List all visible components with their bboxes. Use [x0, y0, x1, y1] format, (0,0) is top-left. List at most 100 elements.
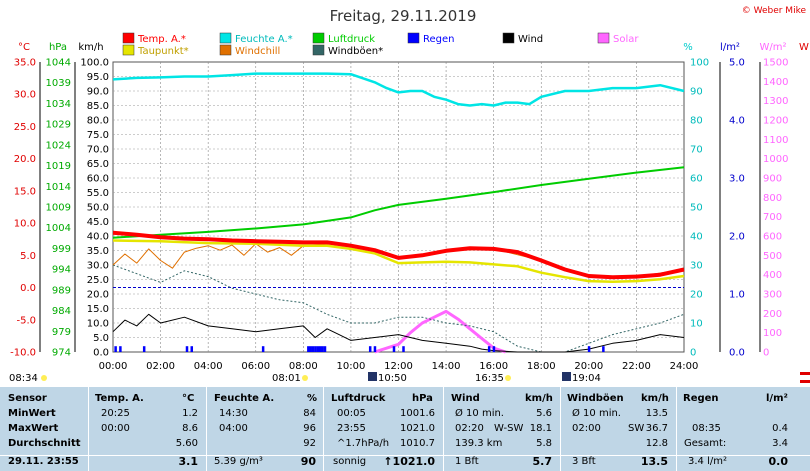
col-sep: [206, 387, 207, 471]
tick-label: 30.0: [87, 261, 109, 272]
hdr-gust: Windböen: [567, 393, 624, 404]
tick-label: 10.0: [87, 319, 109, 330]
tick-label: 999: [52, 244, 71, 255]
current-wind-val: 5.7: [532, 455, 553, 468]
current-gust-bft: 3 Bft: [572, 456, 596, 467]
tick-label: 1034: [46, 99, 71, 110]
weather-chart: Freitag, 29.11.2019 © Weber Mike Temp. A…: [9, 6, 810, 384]
series-layer: [112, 72, 685, 354]
current-rain-extra: 3.4 l/m²: [688, 456, 727, 467]
legend-label: Wind: [518, 34, 543, 45]
col-sep: [676, 387, 677, 471]
summary-table: Sensor Temp. A. °C Feuchte A. % Luftdruc…: [0, 387, 810, 471]
sunrise-time: 08:01: [272, 373, 301, 384]
rain-bar: [487, 346, 491, 352]
rain-bar: [190, 346, 194, 352]
tick-label: 10: [690, 319, 703, 330]
max-wind-val: 18.1: [529, 423, 552, 434]
current-hum-val: 90: [300, 455, 316, 468]
hdr-humidity-unit: %: [307, 393, 318, 404]
col-sep: [88, 387, 89, 471]
col-sep: [323, 387, 324, 471]
tick-label: -5.0: [16, 315, 36, 326]
rain-bar: [119, 346, 122, 352]
rain-bar: [392, 346, 396, 352]
time-tick-label: 20:00: [574, 361, 603, 372]
hdr-humidity: Feuchte A.: [214, 393, 275, 404]
row-max-label: MaxWert: [8, 423, 59, 434]
row-avg-label: Durchschnitt: [8, 438, 81, 449]
min-temp-time: 20:25: [101, 408, 130, 419]
rain-bar: [587, 346, 591, 352]
tick-label: 85.0: [87, 101, 109, 112]
tick-label: 5.0: [93, 333, 109, 344]
tick-label: 2.0: [729, 232, 745, 243]
event-markers: 08:34 08:01 10:50 16:35 19:04: [9, 372, 810, 384]
tick-label: 5.0: [729, 58, 745, 69]
hdr-gust-unit: km/h: [641, 393, 669, 404]
edge-marker: [800, 380, 810, 383]
far-right-unit: W: [799, 42, 809, 53]
rain-bar: [311, 346, 315, 352]
hdr-rain: Regen: [683, 393, 719, 404]
avg-press-val: 1010.7: [400, 438, 435, 449]
tick-label: 45.0: [87, 217, 109, 228]
time-tick-label: 06:00: [241, 361, 270, 372]
hdr-pressure-unit: hPa: [412, 393, 433, 404]
rain-bar: [492, 346, 496, 352]
noon-time: 10:50: [378, 373, 407, 384]
tick-label: 1044: [46, 58, 71, 69]
tick-label: 989: [52, 285, 71, 296]
rain-bar: [321, 346, 324, 352]
chart-title: Freitag, 29.11.2019: [330, 7, 477, 25]
tick-label: 500: [763, 251, 782, 262]
current-press-val: ↑1021.0: [383, 455, 435, 468]
tick-label: 1009: [46, 203, 71, 214]
tick-label: 5.0: [20, 251, 36, 262]
rain-bar: [142, 346, 146, 352]
time-tick-label: 24:00: [670, 361, 699, 372]
min-hum-time: 14:30: [219, 408, 248, 419]
max-press-time: 23:55: [337, 423, 366, 434]
tick-label: 1029: [46, 120, 71, 131]
min-temp-val: 1.2: [182, 408, 198, 419]
min-press-val: 1001.6: [400, 408, 435, 419]
tick-label: 1500: [763, 58, 788, 69]
tick-label: 979: [52, 327, 71, 338]
tick-label: 100.0: [80, 58, 109, 69]
tick-label: 0.0: [93, 348, 109, 359]
max-gust-time: 02:00: [572, 423, 601, 434]
row-min-label: MinWert: [8, 408, 56, 419]
current-press-text: sonnig: [333, 456, 367, 467]
rain-bar: [318, 346, 322, 352]
legend-label: Feuchte A.*: [235, 34, 293, 45]
avg-wind-distance: 139.3 km: [455, 438, 503, 449]
rain-bar: [368, 346, 372, 352]
legend: Temp. A.* Feuchte A.* Luftdruck Regen Wind So…: [122, 32, 639, 57]
legend-swatch: [219, 44, 232, 56]
max-gust-val: 36.7: [645, 423, 668, 434]
tick-label: 900: [763, 174, 782, 185]
time-tick-label: 18:00: [527, 361, 556, 372]
max-gust-dir: SW: [628, 423, 645, 434]
tick-label: 1019: [46, 161, 71, 172]
rain-bar: [602, 346, 605, 352]
tick-label: 35.0: [87, 246, 109, 257]
tick-label: 600: [763, 232, 782, 243]
tick-label: 70.0: [87, 145, 109, 156]
current-wind-bft: 1 Bft: [455, 456, 479, 467]
tick-label: -10.0: [10, 348, 36, 359]
time-tick-label: 08:00: [289, 361, 318, 372]
tick-label: 4.0: [729, 116, 745, 127]
sunset-time: 16:35: [475, 373, 504, 384]
min-gust-time: Ø 10 min.: [572, 408, 621, 419]
tick-label: 0.0: [729, 348, 745, 359]
tick-label: 1100: [763, 135, 788, 146]
tick-label: 80: [690, 116, 703, 127]
legend-swatch: [597, 32, 610, 44]
tick-label: 100: [763, 328, 782, 339]
tick-label: 0: [763, 348, 769, 359]
pressure-unit: hPa: [49, 42, 67, 53]
tick-label: 50.0: [87, 203, 109, 214]
avg-gust-val: 12.8: [645, 438, 668, 449]
